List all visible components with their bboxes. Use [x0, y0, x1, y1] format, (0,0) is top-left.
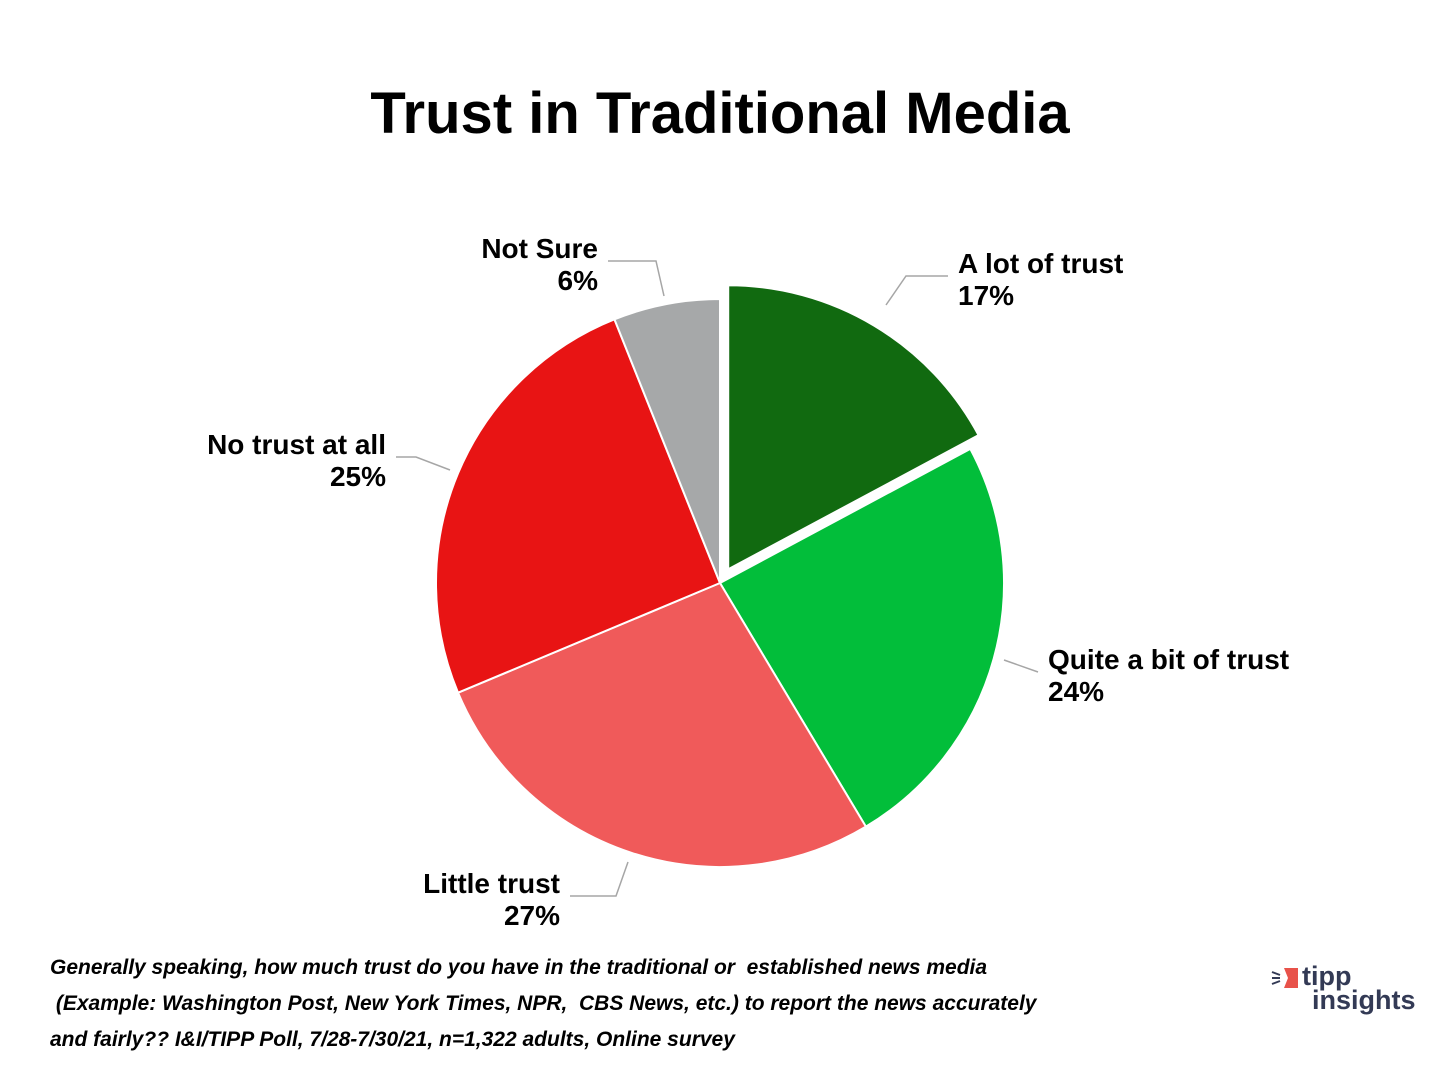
chart-title: Trust in Traditional Media — [370, 81, 1070, 146]
slice-value-label: 17% — [958, 280, 1014, 311]
logo-mark-icon — [1271, 968, 1298, 988]
slice-value-label: 25% — [330, 461, 386, 492]
slice-label: Not Sure — [481, 233, 598, 264]
leader-line — [885, 275, 948, 306]
pie-slice-quite-a-bit-of-trust — [718, 447, 1005, 829]
pie-slice-no-trust-at-all — [435, 318, 722, 695]
slice-label: Little trust — [423, 868, 560, 899]
leader-line — [396, 456, 451, 471]
slice-value-label: 24% — [1048, 676, 1104, 707]
logo-line1: tipp — [1302, 961, 1352, 991]
slice-value-label: 27% — [504, 900, 560, 931]
leader-line — [1003, 659, 1039, 673]
footnote: Generally speaking, how much trust do yo… — [50, 956, 1037, 1051]
slice-label: No trust at all — [207, 429, 386, 460]
pie-slice-a-lot-of-trust — [727, 284, 980, 571]
slice-label: A lot of trust — [958, 248, 1123, 279]
leader-line — [570, 861, 629, 897]
slice-label: Quite a bit of trust — [1048, 644, 1289, 675]
tipp-insights-logo: tipp insights — [1270, 962, 1430, 1022]
pie-slice-little-trust — [456, 581, 868, 868]
logo-line2: insights — [1312, 985, 1416, 1015]
slice-value-label: 6% — [558, 265, 599, 296]
leader-line — [608, 260, 665, 297]
pie-slice-not-sure — [613, 297, 721, 584]
